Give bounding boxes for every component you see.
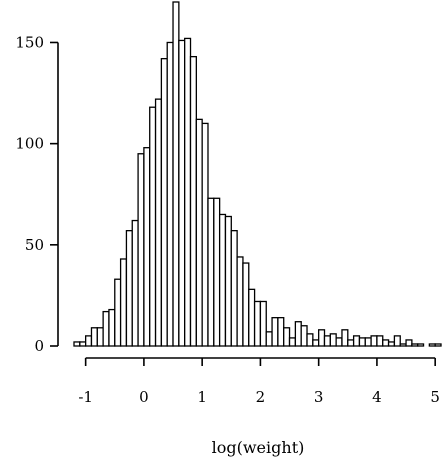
histogram-bar (96, 327, 104, 347)
histogram-bar (294, 321, 302, 347)
histogram-bar (376, 335, 384, 347)
histogram-bar (352, 335, 361, 347)
histogram-bar (318, 329, 326, 347)
histogram-bar (335, 337, 343, 347)
histogram-bar (271, 317, 279, 347)
x-tick-label: 2 (256, 388, 266, 406)
histogram-bar (411, 343, 419, 347)
histogram-bar (131, 219, 139, 347)
y-tick-label: 150 (15, 33, 44, 51)
histogram-bar (207, 197, 215, 347)
histogram-bar (218, 213, 227, 347)
histogram-bar (236, 256, 244, 347)
histogram-bar (347, 339, 355, 347)
histogram-bar (428, 343, 436, 347)
histogram-bar (119, 258, 128, 347)
histogram-bar (382, 339, 390, 347)
x-axis-title: log(weight) (212, 438, 305, 457)
histogram-bar (178, 39, 186, 347)
y-tick-label: 50 (25, 236, 44, 254)
histogram-bar (160, 58, 168, 347)
histogram-bar (143, 147, 151, 347)
histogram-bar (189, 55, 197, 347)
histogram-bar (242, 262, 250, 347)
histogram-bar (184, 37, 192, 347)
histogram-bar (248, 288, 256, 347)
histogram-bar (108, 308, 116, 347)
x-tick-label: 5 (430, 388, 440, 406)
histogram-bar (172, 1, 180, 347)
x-axis: -1 0 1 2 3 4 5 (78, 357, 440, 406)
y-tick-label: 0 (34, 337, 44, 355)
y-axis: 0 50 100 150 (15, 33, 59, 355)
x-tick-label: 3 (314, 388, 324, 406)
histogram-bar (90, 327, 98, 347)
histogram-bar (201, 122, 209, 347)
histogram-bar (277, 317, 285, 347)
x-tick-label: -1 (78, 388, 93, 406)
histogram-bar (405, 339, 413, 347)
histogram-bar (149, 106, 157, 347)
histogram-bar (154, 98, 163, 347)
histogram-bar (364, 337, 372, 347)
histogram-bar (230, 230, 238, 347)
histogram-bar (102, 310, 110, 347)
histogram-bar (125, 230, 133, 347)
histogram-bar (300, 325, 308, 347)
x-tick-label: 1 (197, 388, 207, 406)
histogram-bar (387, 341, 396, 347)
x-tick-label: 4 (372, 388, 382, 406)
histogram-bar (434, 343, 442, 347)
histogram-bar (312, 339, 320, 347)
histogram-bar (283, 327, 291, 347)
histogram-bar (358, 337, 366, 347)
histogram-bar (85, 335, 93, 347)
histogram-bar (370, 335, 378, 347)
histogram-bar (79, 341, 87, 347)
histogram-bar (306, 333, 314, 347)
y-tick-label: 100 (15, 135, 44, 153)
histogram-bar (399, 343, 407, 347)
histogram-bar (213, 197, 221, 347)
histogram-bar (166, 41, 174, 347)
histogram-bars (73, 1, 442, 347)
histogram-bar (265, 331, 273, 347)
histogram-bar (288, 337, 297, 347)
histogram-bar (195, 118, 203, 347)
histogram-bar (417, 343, 425, 347)
histogram-bar (323, 335, 331, 347)
x-tick-label: 0 (139, 388, 149, 406)
histogram-bar (137, 153, 145, 347)
histogram-bar (329, 333, 337, 347)
histogram-bar (259, 300, 267, 347)
histogram-bar (114, 278, 122, 347)
histogram-bar (73, 341, 81, 347)
histogram-bar (341, 329, 349, 347)
histogram-bar (253, 300, 262, 347)
histogram-bar (393, 335, 401, 347)
histogram-bar (224, 215, 232, 347)
